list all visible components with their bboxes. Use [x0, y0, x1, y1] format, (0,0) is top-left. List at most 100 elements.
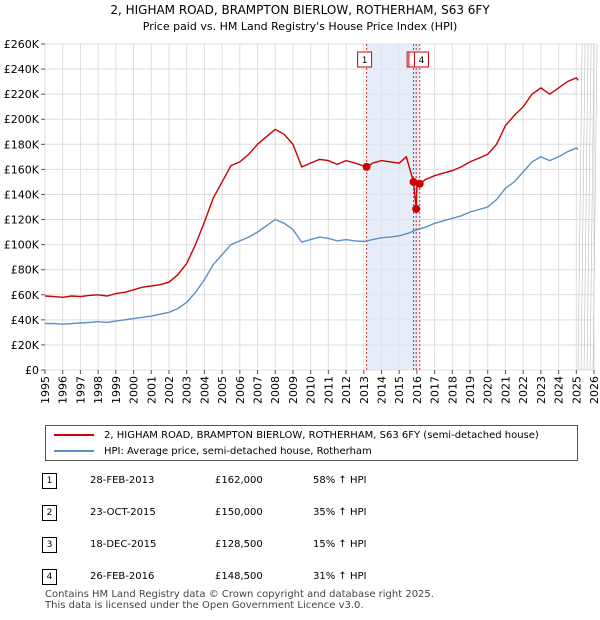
future-hatch	[592, 43, 598, 371]
x-tick-label: 1999	[110, 376, 123, 404]
x-tick-label: 2022	[517, 376, 530, 404]
plot-area	[44, 43, 595, 371]
x-tick-label: 1998	[92, 376, 105, 404]
y-tick-label: £180K	[4, 138, 40, 151]
sale-date: 28-FEB-2013	[90, 475, 155, 486]
future-hatch	[577, 43, 583, 371]
sale-date: 23-OCT-2015	[90, 507, 156, 518]
x-tick-label: 2003	[181, 376, 194, 404]
sale-point	[409, 177, 418, 186]
y-tick-label: £160K	[4, 163, 40, 176]
plot-frame	[44, 43, 595, 371]
x-tick-label: 2012	[340, 376, 353, 404]
x-tick-label: 2010	[305, 376, 318, 404]
sale-period-band	[366, 44, 420, 370]
x-tick-label: 2019	[464, 376, 477, 404]
sale-point	[415, 179, 424, 188]
sale-date: 18-DEC-2015	[90, 539, 157, 550]
y-tick-label: £120K	[4, 214, 40, 227]
x-tick-label: 1997	[74, 376, 87, 404]
x-tick-label: 2006	[234, 376, 247, 404]
x-tick-label: 2015	[393, 376, 406, 404]
sale-row: 1 28-FEB-2013 £162,000 58% ↑ HPI	[40, 470, 580, 492]
y-tick-label: £40K	[11, 314, 40, 327]
grid-lines	[44, 43, 595, 371]
x-tick-label: 1996	[57, 376, 70, 404]
x-tick-label: 2001	[145, 376, 158, 404]
future-hatch	[583, 43, 589, 371]
sale-hpi-change: 58% ↑ HPI	[313, 475, 367, 486]
x-tick-label: 2004	[198, 376, 211, 404]
axes: £0 £20K £40K £60K £80K £100K £120K £140K £160K £1…	[4, 38, 600, 404]
y-tick-label: £200K	[4, 113, 40, 126]
x-tick-label: 2011	[322, 376, 335, 404]
chart-subtitle: Price paid vs. HM Land Registry's House …	[143, 20, 458, 33]
x-tick-label: 2016	[411, 376, 424, 404]
sale-price: £148,500	[215, 571, 263, 582]
legend-item-property: 2, HIGHAM ROAD, BRAMPTON BIERLOW, ROTHER…	[46, 427, 539, 443]
sale-number: 2	[42, 505, 57, 521]
footer-licence: This data is licensed under the Open Gov…	[45, 600, 364, 611]
sale-point	[362, 162, 371, 171]
chart-title: 2, HIGHAM ROAD, BRAMPTON BIERLOW, ROTHER…	[110, 3, 490, 17]
y-tick-label: £0	[25, 364, 39, 377]
sale-label-box	[357, 51, 373, 68]
sale-price: £150,000	[215, 507, 263, 518]
y-tick-label: £260K	[4, 38, 40, 51]
legend-label-hpi: HPI: Average price, semi-detached house,…	[104, 445, 372, 457]
x-tick-label: 2021	[499, 376, 512, 404]
legend: 2, HIGHAM ROAD, BRAMPTON BIERLOW, ROTHER…	[45, 425, 578, 461]
sale-label-number: 1	[362, 56, 368, 66]
x-tick-label: 1995	[39, 376, 52, 404]
x-tick-label: 2009	[287, 376, 300, 404]
legend-swatch-hpi	[54, 450, 94, 452]
sale-row: 4 26-FEB-2016 £148,500 31% ↑ HPI	[40, 566, 580, 588]
sale-point	[412, 204, 421, 213]
y-tick-label: £80K	[11, 264, 40, 277]
sale-row: 3 18-DEC-2015 £128,500 15% ↑ HPI	[40, 534, 580, 556]
footer: Contains HM Land Registry data © Crown c…	[45, 589, 434, 611]
sale-price: £162,000	[215, 475, 263, 486]
x-tick-label: 2018	[446, 376, 459, 404]
sale-hpi-change: 15% ↑ HPI	[313, 539, 367, 550]
sale-date: 26-FEB-2016	[90, 571, 155, 582]
x-tick-label: 2020	[482, 376, 495, 404]
y-tick-label: £60K	[11, 289, 40, 302]
x-tick-label: 2008	[269, 376, 282, 404]
price-chart: 2, HIGHAM ROAD, BRAMPTON BIERLOW, ROTHER…	[4, 3, 600, 404]
sale-row: 2 23-OCT-2015 £150,000 35% ↑ HPI	[40, 502, 580, 524]
series-line	[44, 77, 579, 299]
x-tick-label: 2017	[429, 376, 442, 404]
x-tick-label: 2025	[570, 376, 583, 404]
sale-price: £128,500	[215, 539, 263, 550]
future-hatch	[589, 43, 595, 371]
sale-hpi-change: 35% ↑ HPI	[313, 507, 367, 518]
x-tick-label: 2002	[163, 376, 176, 404]
sale-number: 4	[42, 569, 57, 585]
future-hatch	[586, 43, 592, 371]
y-tick-label: £140K	[4, 188, 40, 201]
x-tick-label: 2026	[588, 376, 600, 404]
x-tick-label: 2023	[535, 376, 548, 404]
sale-number: 3	[42, 537, 57, 553]
y-tick-label: £100K	[4, 239, 40, 252]
x-tick-label: 2007	[252, 376, 265, 404]
x-tick-label: 2005	[216, 376, 229, 404]
x-tick-label: 2014	[375, 376, 388, 404]
highlight-band	[366, 43, 598, 371]
sale-markers	[362, 162, 424, 213]
y-tick-label: £20K	[11, 339, 40, 352]
series-line	[45, 147, 579, 325]
legend-item-hpi: HPI: Average price, semi-detached house,…	[46, 443, 372, 459]
y-tick-label: £240K	[4, 63, 40, 76]
sale-label-box	[413, 51, 429, 68]
legend-label-property: 2, HIGHAM ROAD, BRAMPTON BIERLOW, ROTHER…	[104, 429, 539, 441]
footer-copyright: Contains HM Land Registry data © Crown c…	[45, 589, 434, 600]
sale-label-number: 4	[419, 56, 425, 66]
series-lines	[44, 77, 579, 325]
x-tick-label: 2013	[358, 376, 371, 404]
x-tick-label: 2024	[553, 376, 566, 404]
legend-swatch-property	[54, 434, 94, 436]
sale-hpi-change: 31% ↑ HPI	[313, 571, 367, 582]
